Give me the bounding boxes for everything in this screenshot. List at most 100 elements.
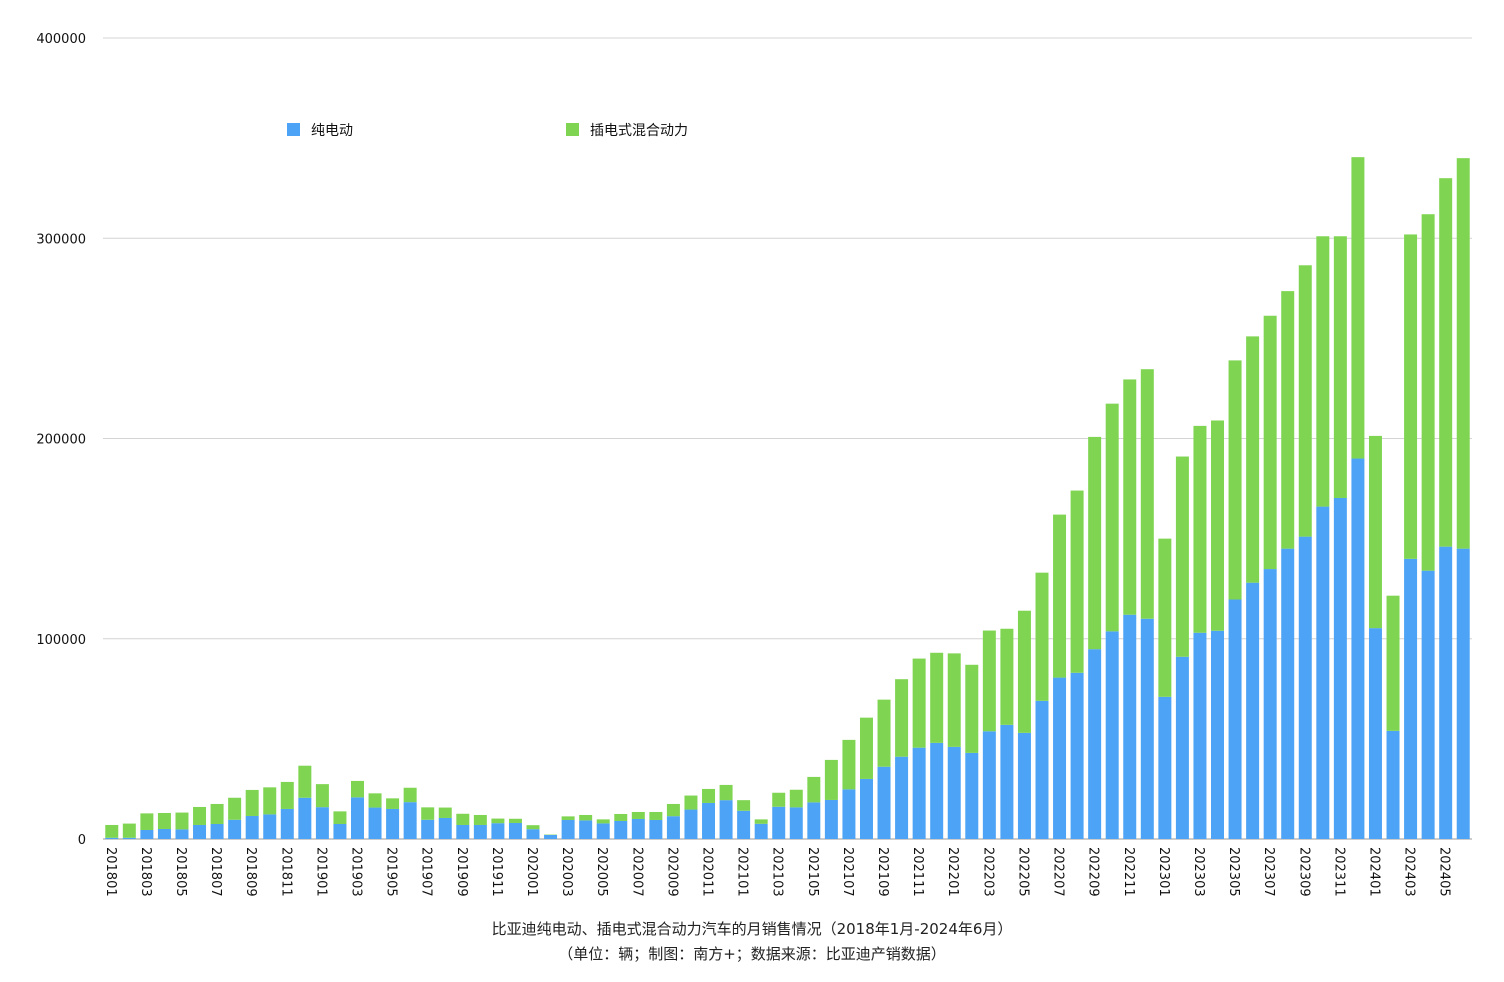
bar-bev-202206 — [1035, 700, 1049, 839]
bar-bev-202112 — [930, 742, 944, 839]
bar-phev-202005 — [596, 819, 610, 824]
x-tick-label: 202405 — [1437, 847, 1452, 897]
bar-phev-202207 — [1053, 514, 1067, 678]
x-tick-label: 202305 — [1226, 847, 1241, 897]
bar-phev-201801 — [105, 824, 119, 838]
bar-phev-201805 — [175, 812, 189, 830]
bar-bev-201808 — [228, 819, 242, 839]
bar-bev-201811 — [280, 808, 294, 839]
bar-phev-202403 — [1404, 234, 1418, 559]
bar-phev-201911 — [491, 818, 505, 824]
bar-bev-202110 — [895, 756, 909, 839]
bar-bev-202308 — [1281, 548, 1295, 839]
bar-bev-202403 — [1404, 558, 1418, 839]
bar-phev-202205 — [1017, 610, 1031, 733]
x-tick-label: 202309 — [1296, 847, 1311, 897]
x-tick-label: 202103 — [770, 847, 785, 897]
bar-bev-201809 — [245, 815, 259, 839]
bar-phev-202405 — [1439, 178, 1453, 547]
x-tick-label: 202211 — [1121, 847, 1136, 897]
bar-phev-202012 — [719, 784, 733, 801]
bar-bev-202103 — [772, 806, 786, 839]
bar-bev-201812 — [298, 797, 312, 839]
x-tick-label: 201801 — [103, 847, 118, 897]
bar-phev-201907 — [421, 807, 435, 820]
x-tick-label: 202107 — [840, 847, 855, 897]
x-tick-label: 201909 — [454, 847, 469, 897]
bar-phev-202303 — [1193, 425, 1207, 633]
bar-bev-202105 — [807, 802, 821, 839]
bar-bev-202005 — [596, 823, 610, 839]
bar-phev-201802 — [122, 823, 136, 838]
x-tick-label: 202003 — [559, 847, 574, 897]
bar-bev-202202 — [965, 752, 979, 839]
bar-phev-201906 — [403, 787, 417, 803]
bar-phev-202209 — [1088, 436, 1102, 650]
bar-bev-202205 — [1017, 732, 1031, 839]
x-tick-label: 201809 — [243, 847, 258, 897]
y-axis-tick-labels: 0 100000 200000 300000 400000 — [36, 32, 86, 848]
bar-phev-202406 — [1456, 158, 1470, 549]
legend: 纯电动 插电式混合动力 — [287, 123, 688, 139]
bar-bev-201908 — [438, 817, 452, 839]
bar-phev-202204 — [1000, 628, 1014, 725]
bar-bev-201902 — [333, 823, 347, 839]
bar-bev-201912 — [508, 822, 522, 839]
bar-bev-202107 — [842, 789, 856, 839]
bar-phev-201806 — [193, 806, 207, 825]
bar-bev-202209 — [1088, 649, 1102, 839]
x-tick-label: 202001 — [524, 847, 539, 897]
bar-phev-202107 — [842, 739, 856, 790]
x-tick-label: 201805 — [173, 847, 188, 897]
bar-bev-202102 — [754, 823, 768, 839]
bar-bev-202404 — [1421, 570, 1435, 839]
y-tick-label: 400000 — [36, 32, 86, 47]
bar-phev-202110 — [895, 679, 909, 757]
bar-phev-202009 — [666, 803, 680, 817]
bar-bev-202108 — [859, 778, 873, 839]
bar-bev-201804 — [157, 828, 171, 839]
x-tick-label: 202311 — [1331, 847, 1346, 897]
bar-phev-201807 — [210, 803, 224, 824]
bar-phev-201810 — [263, 787, 277, 815]
bar-phev-202112 — [930, 652, 944, 743]
bar-phev-202111 — [912, 658, 926, 748]
bar-bev-201905 — [386, 808, 400, 839]
bar-bev-202402 — [1386, 730, 1400, 839]
bar-phev-201912 — [508, 818, 522, 823]
bar-bev-202312 — [1351, 458, 1365, 839]
bar-phev-202001 — [526, 825, 540, 830]
bar-bev-202405 — [1439, 546, 1453, 839]
bar-bev-202309 — [1298, 536, 1312, 839]
bar-bev-202210 — [1105, 631, 1119, 839]
bar-phev-201803 — [140, 813, 154, 830]
bar-bev-201910 — [473, 824, 487, 839]
bar-phev-201902 — [333, 811, 347, 824]
bar-bev-202204 — [1000, 724, 1014, 839]
bar-phev-202210 — [1105, 403, 1119, 632]
bar-bev-202010 — [684, 809, 698, 839]
bar-phev-202311 — [1333, 236, 1347, 498]
x-tick-label: 202105 — [805, 847, 820, 897]
bar-bev-202002 — [544, 835, 558, 839]
bar-phev-202312 — [1351, 157, 1365, 459]
x-tick-label: 201807 — [208, 847, 223, 897]
chart-subtitle: （单位：辆；制图：南方+；数据来源：比亚迪产销数据） — [558, 945, 946, 963]
bar-bev-202307 — [1263, 569, 1277, 839]
bar-phev-202105 — [807, 776, 821, 803]
bar-phev-202203 — [982, 630, 996, 732]
bar-bev-201901 — [315, 807, 329, 839]
y-tick-label: 200000 — [36, 433, 86, 448]
bar-bev-202008 — [649, 819, 663, 839]
x-tick-label: 202401 — [1366, 847, 1381, 897]
y-tick-label: 100000 — [36, 633, 86, 648]
bar-bev-202207 — [1053, 677, 1067, 839]
y-tick-label: 300000 — [36, 232, 86, 247]
bar-bev-202106 — [824, 799, 838, 839]
bar-phev-202307 — [1263, 315, 1277, 570]
bar-phev-202208 — [1070, 490, 1084, 673]
bar-bev-202006 — [614, 820, 628, 839]
bar-phev-202301 — [1158, 538, 1172, 697]
